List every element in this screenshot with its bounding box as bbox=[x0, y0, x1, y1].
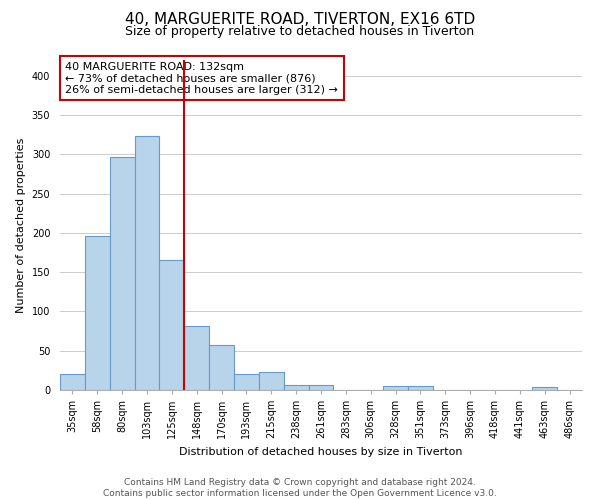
Bar bbox=[60, 374, 85, 390]
Text: 40 MARGUERITE ROAD: 132sqm
← 73% of detached houses are smaller (876)
26% of sem: 40 MARGUERITE ROAD: 132sqm ← 73% of deta… bbox=[65, 62, 338, 95]
Bar bbox=[85, 236, 110, 390]
Bar bbox=[408, 386, 433, 390]
Bar bbox=[234, 374, 259, 390]
Y-axis label: Number of detached properties: Number of detached properties bbox=[16, 138, 26, 312]
X-axis label: Distribution of detached houses by size in Tiverton: Distribution of detached houses by size … bbox=[179, 446, 463, 456]
Bar bbox=[308, 386, 334, 390]
Bar bbox=[110, 156, 134, 390]
Bar bbox=[259, 372, 284, 390]
Text: 40, MARGUERITE ROAD, TIVERTON, EX16 6TD: 40, MARGUERITE ROAD, TIVERTON, EX16 6TD bbox=[125, 12, 475, 28]
Text: Size of property relative to detached houses in Tiverton: Size of property relative to detached ho… bbox=[125, 25, 475, 38]
Bar bbox=[160, 260, 184, 390]
Bar bbox=[284, 386, 308, 390]
Bar bbox=[209, 345, 234, 390]
Bar bbox=[134, 136, 160, 390]
Text: Contains HM Land Registry data © Crown copyright and database right 2024.
Contai: Contains HM Land Registry data © Crown c… bbox=[103, 478, 497, 498]
Bar bbox=[383, 386, 408, 390]
Bar bbox=[532, 387, 557, 390]
Bar bbox=[184, 326, 209, 390]
